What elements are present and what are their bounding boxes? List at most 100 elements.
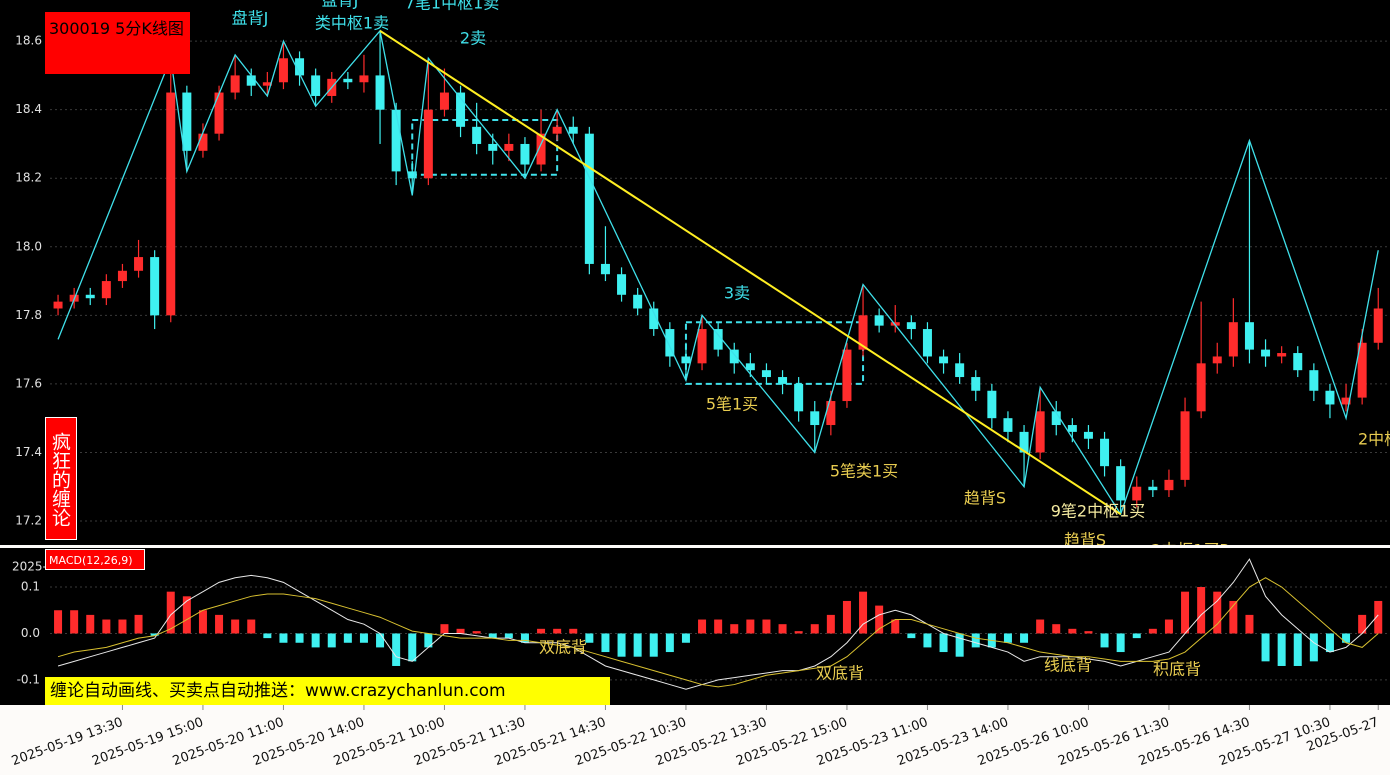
annotation: 趋背S xyxy=(964,489,1006,508)
candle-body xyxy=(600,263,610,275)
candle-body xyxy=(1180,411,1190,480)
annotation: 类中枢1卖 xyxy=(315,14,389,33)
candle-body xyxy=(1277,353,1287,357)
y-tick-label: -0.1 xyxy=(17,672,40,686)
y-tick-label: 18.2 xyxy=(15,171,42,185)
candle-body xyxy=(520,143,530,165)
macd-bar xyxy=(698,619,707,634)
macd-bar xyxy=(1132,633,1141,639)
macd-bar xyxy=(520,633,529,643)
macd-bar xyxy=(1325,633,1334,653)
candle-body xyxy=(697,329,707,364)
candle-body xyxy=(826,401,836,426)
candle-body xyxy=(665,329,675,357)
candle-body xyxy=(1019,431,1029,453)
macd-bar xyxy=(1197,587,1206,634)
candle-body xyxy=(472,126,482,144)
macd-bar xyxy=(649,633,658,657)
macd-bar xyxy=(182,596,191,634)
candle-body xyxy=(810,411,820,426)
candle-body xyxy=(343,78,353,83)
candle-body xyxy=(778,377,788,384)
candle-body xyxy=(1341,397,1351,405)
y-tick-label: 17.2 xyxy=(15,514,42,528)
macd-bar xyxy=(327,633,336,648)
candle-body xyxy=(713,329,723,350)
candle-body xyxy=(1132,486,1142,501)
candle-body xyxy=(922,329,932,357)
macd-bar xyxy=(150,633,159,636)
candle-body xyxy=(456,92,466,127)
candle-body xyxy=(568,126,578,134)
candle-body xyxy=(1164,479,1174,491)
macd-bar xyxy=(488,633,497,639)
macd-bar xyxy=(1293,633,1302,666)
candle-body xyxy=(198,133,208,151)
macd-bar xyxy=(601,633,610,653)
candle-body xyxy=(101,281,111,299)
macd-bar xyxy=(1181,591,1190,634)
candle-body xyxy=(1212,356,1222,364)
annotation: 3卖 xyxy=(724,284,750,303)
macd-bar xyxy=(955,633,964,657)
candle-body xyxy=(1309,370,1319,391)
candle-body xyxy=(1003,418,1013,432)
candle-body xyxy=(842,349,852,402)
macd-bar xyxy=(54,610,63,634)
candle-body xyxy=(794,383,804,412)
candle-body xyxy=(1067,425,1077,432)
y-tick-label: 0.0 xyxy=(21,626,40,640)
candle-body xyxy=(488,143,498,151)
macd-bar xyxy=(1358,614,1367,634)
candle-body xyxy=(230,75,240,93)
macd-bar xyxy=(1213,591,1222,634)
macd-bar xyxy=(810,624,819,634)
macd-bar xyxy=(1277,633,1286,666)
macd-annotation: 双底背 xyxy=(539,638,587,657)
macd-bar xyxy=(311,633,320,648)
macd-bar xyxy=(70,610,79,634)
candle-body xyxy=(439,92,449,110)
candle-body xyxy=(1373,308,1383,343)
candle-body xyxy=(552,126,562,134)
macd-bar xyxy=(730,624,739,634)
candle-body xyxy=(117,270,127,282)
macd-bar xyxy=(1309,633,1318,662)
macd-bar xyxy=(424,633,433,648)
macd-bar xyxy=(231,619,240,634)
y-tick-label: 17.4 xyxy=(15,445,42,459)
macd-bar xyxy=(247,619,256,634)
macd-bar xyxy=(907,633,916,639)
macd-bar xyxy=(1052,624,1061,634)
macd-annotation: 线底背 xyxy=(1044,656,1092,675)
annotation: 9笔2中枢1买 xyxy=(1051,502,1146,521)
macd-bar xyxy=(134,614,143,634)
annotation: 盘背J xyxy=(322,0,359,10)
macd-bar xyxy=(1068,628,1077,634)
candle-body xyxy=(987,390,997,419)
macd-bar xyxy=(1342,633,1351,643)
candle-body xyxy=(1083,431,1093,439)
macd-bar xyxy=(1148,628,1157,634)
y-tick-label: 18.4 xyxy=(15,102,42,116)
candle-body xyxy=(874,315,884,326)
candle-body xyxy=(423,109,433,179)
macd-line xyxy=(57,577,1379,688)
candle-body xyxy=(955,363,965,378)
macd-bar xyxy=(1261,633,1270,662)
candle-body xyxy=(858,315,868,350)
macd-bar xyxy=(971,633,980,648)
candle-body xyxy=(85,294,95,299)
macd-annotation: 积底背 xyxy=(1153,660,1201,679)
macd-bar xyxy=(665,633,674,653)
candle-body xyxy=(1148,486,1158,491)
macd-bar xyxy=(569,628,578,634)
side-label: 疯狂的缠论 xyxy=(45,417,77,540)
candle-body xyxy=(1261,349,1271,357)
annotation: 2中枢 xyxy=(1358,430,1390,449)
annotation: 5笔1买 xyxy=(706,395,758,414)
annotation: 2中枢1买P xyxy=(1151,541,1229,560)
candle-body xyxy=(311,75,321,96)
candle-body xyxy=(1035,411,1045,453)
